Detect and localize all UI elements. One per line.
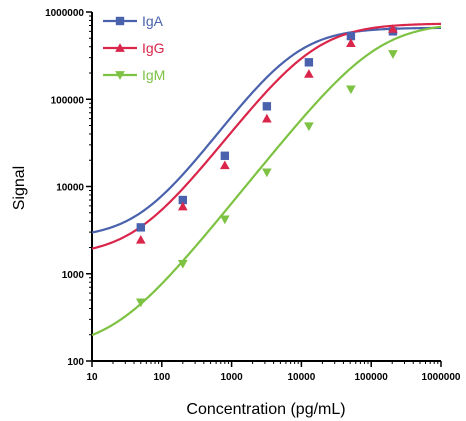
y-tick-label: 1000000: [45, 8, 84, 19]
data-point-iga: [220, 151, 230, 160]
data-point-igm: [177, 259, 188, 269]
data-point-iga: [304, 58, 314, 67]
data-point-igm: [346, 85, 356, 95]
fit-curve-iga: [91, 26, 442, 234]
x-tick-label: 100000: [355, 372, 389, 383]
y-axis-title: Signal: [11, 166, 28, 210]
legend: IgA IgG IgM: [103, 13, 165, 83]
data-point-igg: [388, 24, 398, 33]
data-point-igm: [135, 298, 146, 308]
fit-curve-igg: [91, 22, 442, 250]
x-tick-label: 1000000: [422, 372, 461, 383]
data-point-igm: [388, 50, 398, 59]
y-tick-label: 1000: [62, 270, 85, 281]
data-point-iga: [262, 102, 272, 111]
data-point-igg: [220, 160, 230, 170]
data-point-iga: [178, 195, 188, 205]
x-tick-label: 1000: [220, 372, 243, 383]
legend-label-igg: IgG: [142, 40, 165, 56]
x-tick-label: 10000: [287, 372, 315, 383]
legend-label-iga: IgA: [142, 13, 164, 29]
legend-marker-igg: [115, 43, 125, 52]
axes: [86, 11, 442, 367]
legend-label-igm: IgM: [142, 67, 165, 83]
data-point-igg: [346, 38, 356, 47]
y-tick-label: 100: [67, 357, 84, 368]
data-point-igg: [135, 234, 146, 244]
data-markers: [135, 24, 398, 308]
data-point-igg: [262, 113, 272, 123]
data-point-igg: [304, 69, 314, 78]
fit-curves: [91, 22, 442, 337]
data-point-igm: [262, 168, 272, 178]
x-tick-label: 100: [153, 372, 170, 383]
data-point-igg: [177, 201, 188, 211]
y-tick-label: 100000: [51, 95, 85, 106]
legend-marker-iga: [115, 16, 125, 26]
y-tick-label: 10000: [56, 183, 84, 194]
legend-marker-igm: [115, 71, 125, 80]
tick-labels: 10 100 1000 10000 100000 10000001001000100001…: [45, 8, 461, 383]
data-point-iga: [136, 223, 145, 232]
fit-curve-igm: [91, 25, 442, 337]
x-axis-title: Concentration (pg/mL): [186, 401, 345, 418]
data-point-iga: [346, 31, 356, 41]
x-tick-label: 10: [86, 372, 98, 383]
data-point-igm: [220, 215, 230, 225]
data-point-igm: [304, 122, 314, 132]
